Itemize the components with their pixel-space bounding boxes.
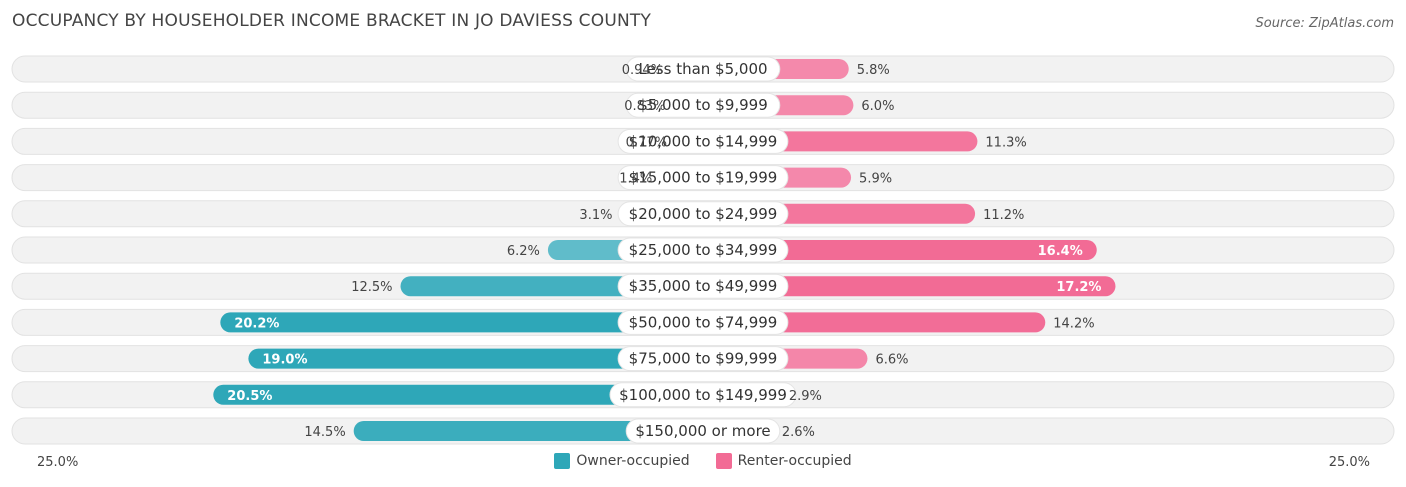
category-label: $50,000 to $74,999	[629, 313, 778, 331]
owner-value-label: 19.0%	[262, 353, 307, 368]
bar-row-5: $25,000 to $34,999 6.2% 16.4%	[11, 236, 1395, 264]
renter-bar	[703, 276, 1116, 297]
category-pill	[617, 165, 789, 191]
category-label: $100,000 to $149,999	[619, 386, 787, 404]
owner-value-label: 1.4%	[619, 172, 652, 187]
renter-value-label: 17.2%	[1056, 280, 1101, 295]
category-label: $15,000 to $19,999	[629, 169, 778, 187]
renter-value-label: 6.0%	[861, 99, 894, 114]
category-label: $150,000 or more	[635, 422, 770, 440]
chart-title: OCCUPANCY BY HOUSEHOLDER INCOME BRACKET …	[12, 11, 652, 31]
bar-row-8: $75,000 to $99,999 19.0% 6.6%	[11, 345, 1395, 373]
category-pill	[617, 346, 789, 372]
category-pill	[625, 56, 781, 82]
owner-bar	[213, 384, 704, 405]
legend-item-owner[interactable]: Owner-occupied	[554, 453, 690, 469]
renter-value-label: 2.6%	[782, 425, 815, 440]
owner-value-label: 20.2%	[234, 316, 279, 331]
owner-value-label: 12.5%	[351, 280, 392, 295]
category-pill	[617, 128, 789, 154]
category-label: $25,000 to $34,999	[629, 241, 778, 259]
legend-swatch-renter	[715, 453, 732, 469]
category-pill	[625, 92, 781, 118]
category-label: $75,000 to $99,999	[629, 350, 778, 368]
category-label: $5,000 to $9,999	[638, 96, 768, 114]
renter-value-label: 2.9%	[789, 389, 822, 404]
owner-bar	[220, 312, 703, 333]
category-label: $20,000 to $24,999	[629, 205, 778, 223]
owner-value-label: 14.5%	[304, 425, 345, 440]
category-pill	[617, 237, 789, 263]
owner-value-label: 0.94%	[622, 63, 663, 78]
category-pill	[625, 418, 781, 444]
owner-bar	[248, 348, 703, 369]
category-pill	[617, 309, 789, 335]
renter-bar	[703, 312, 1046, 333]
renter-value-label: 5.9%	[859, 172, 892, 187]
owner-value-label: 6.2%	[507, 244, 540, 259]
renter-value-label: 11.3%	[985, 135, 1026, 150]
category-pill	[609, 382, 797, 408]
renter-value-label: 14.2%	[1053, 316, 1094, 331]
bar-row-10: $150,000 or more 14.5% 2.6%	[11, 417, 1395, 445]
category-label: Less than $5,000	[638, 60, 767, 78]
category-pill	[617, 273, 789, 299]
owner-value-label: 3.1%	[579, 208, 612, 223]
legend-item-renter[interactable]: Renter-occupied	[715, 453, 852, 469]
renter-value-label: 11.2%	[983, 208, 1024, 223]
bar-row-7: $50,000 to $74,999 20.2% 14.2%	[11, 308, 1395, 336]
renter-value-label: 16.4%	[1038, 244, 1083, 259]
axis-right-label: 25.0%	[1328, 455, 1370, 470]
owner-value-label: 0.77%	[626, 135, 667, 150]
renter-value-label: 6.6%	[875, 353, 908, 368]
legend-label-renter: Renter-occupied	[737, 453, 852, 469]
bar-row-6: $35,000 to $49,999 12.5% 17.2%	[11, 272, 1395, 300]
owner-value-label: 0.83%	[624, 99, 665, 114]
category-pill	[617, 201, 789, 227]
bar-row-4: $20,000 to $24,999 3.1% 11.2%	[11, 200, 1395, 228]
renter-value-label: 5.8%	[857, 63, 890, 78]
bar-row-9: $100,000 to $149,999 20.5% 2.9%	[11, 381, 1395, 409]
legend-swatch-owner	[554, 453, 571, 469]
chart-source: Source: ZipAtlas.com	[1255, 16, 1394, 31]
category-label: $10,000 to $14,999	[629, 132, 778, 150]
renter-bar	[703, 240, 1097, 260]
legend: Owner-occupied Renter-occupied	[0, 453, 1406, 469]
owner-bar	[353, 421, 703, 441]
legend-label-owner: Owner-occupied	[576, 453, 690, 469]
owner-value-label: 20.5%	[227, 389, 272, 404]
category-label: $35,000 to $49,999	[629, 277, 778, 295]
axis-left-label: 25.0%	[37, 455, 79, 470]
